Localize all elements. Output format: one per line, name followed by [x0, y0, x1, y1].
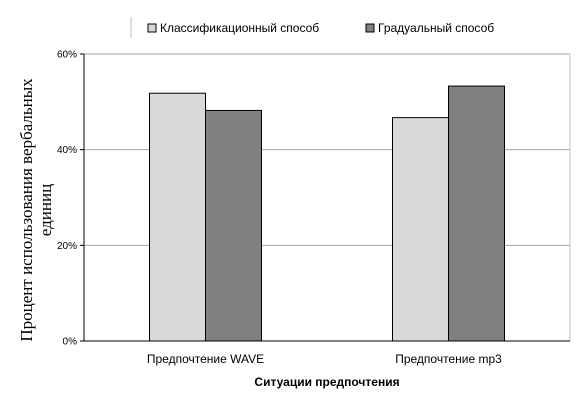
- y-axis-title: Процент использования вербальных единиц: [17, 78, 55, 342]
- x-axis-title: Ситуации предпочтения: [254, 375, 399, 389]
- bar-gradual-2: [448, 85, 505, 342]
- legend-label-gradual: Градуальный способ: [378, 21, 494, 35]
- y-tick-label: 60%: [57, 50, 77, 61]
- legend-swatch-classification: [147, 23, 157, 33]
- x-category-label: Предпочтение mp3: [395, 352, 502, 366]
- y-tick-label: 40%: [57, 145, 77, 156]
- y-axis-ticks: 0% 20% 40% 60%: [57, 50, 84, 348]
- y-tick-label: 20%: [57, 241, 77, 252]
- legend-swatch-gradual: [365, 23, 375, 33]
- bar-gradual-1: [205, 109, 262, 342]
- x-category-label: Предпочтение WAVE: [147, 352, 264, 366]
- legend-label-classification: Классификационный способ: [160, 21, 319, 35]
- x-axis-categories: Предпочтение WAVE Предпочтение mp3: [147, 352, 502, 366]
- y-axis-title-line-2: единиц: [36, 184, 55, 236]
- bars: [149, 85, 505, 342]
- bar-classification-2: [392, 117, 449, 342]
- y-tick-label: 0%: [63, 337, 78, 348]
- y-axis-title-line-1: Процент использования вербальных: [17, 78, 36, 342]
- legend: Классификационный способ Градуальный спо…: [130, 17, 494, 38]
- bar-classification-1: [149, 92, 206, 342]
